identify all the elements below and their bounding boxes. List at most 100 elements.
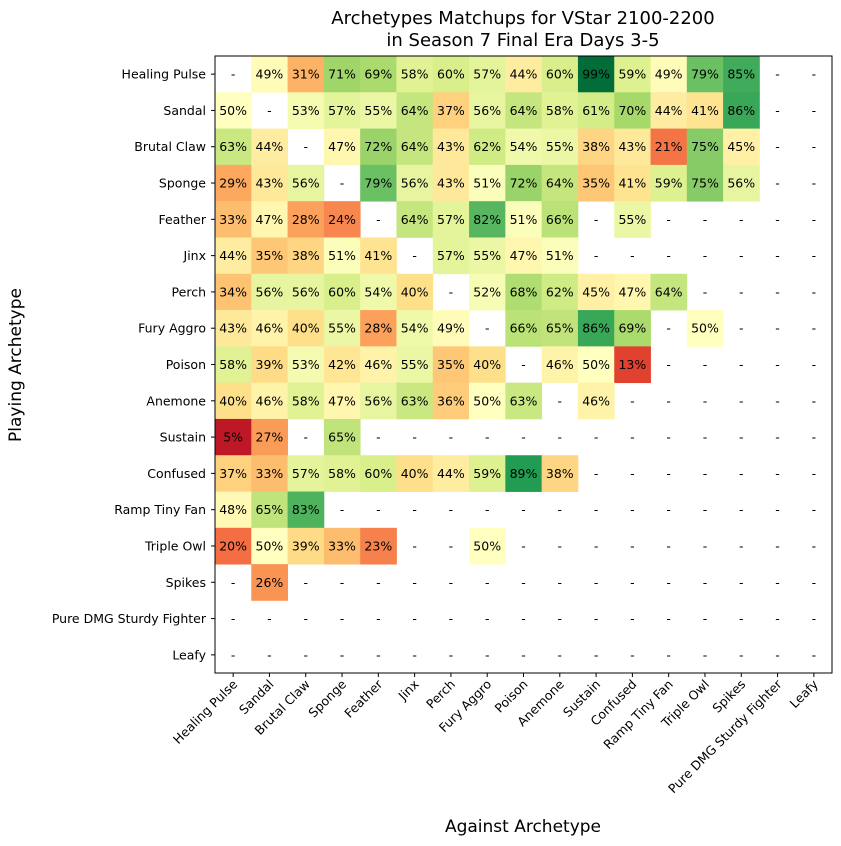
y-axis-title: Playing Archetype bbox=[6, 288, 26, 442]
heatmap-cell bbox=[505, 56, 543, 93]
heatmap-cell bbox=[287, 346, 325, 384]
heatmap-cell-label: 72% bbox=[364, 139, 392, 154]
heatmap-cell-label: 44% bbox=[510, 67, 538, 82]
heatmap-cell-label: - bbox=[666, 248, 671, 263]
heatmap-cell bbox=[469, 455, 506, 492]
heatmap-cell bbox=[251, 128, 288, 166]
x-tick-label: Jinx bbox=[395, 677, 422, 704]
heatmap-cell bbox=[215, 382, 252, 420]
heatmap-cell-label: 26% bbox=[256, 575, 284, 590]
heatmap-cell-label: - bbox=[521, 430, 526, 445]
heatmap-cell-label: - bbox=[412, 611, 417, 626]
heatmap-cell-label: - bbox=[666, 647, 671, 662]
heatmap-cell-label: - bbox=[449, 575, 454, 590]
heatmap-cell-label: 83% bbox=[292, 502, 320, 517]
y-tick-label: Jinx bbox=[183, 248, 206, 263]
heatmap-cell bbox=[323, 56, 361, 93]
heatmap-cell-label: 55% bbox=[618, 212, 646, 227]
heatmap-cell-label: - bbox=[739, 502, 744, 517]
heatmap-cell-label: 65% bbox=[256, 502, 284, 517]
heatmap-cell-label: - bbox=[703, 466, 708, 481]
heatmap-cell-label: - bbox=[594, 502, 599, 517]
heatmap-cell-label: - bbox=[485, 430, 490, 445]
heatmap-cell-label: 36% bbox=[437, 393, 465, 408]
y-tick-label: Pure DMG Sturdy Fighter bbox=[52, 611, 207, 626]
heatmap-cell-label: 56% bbox=[727, 176, 755, 191]
heatmap-cell-label: 56% bbox=[256, 284, 284, 299]
heatmap-cell bbox=[469, 92, 506, 129]
heatmap-cell bbox=[323, 92, 361, 129]
heatmap-cell bbox=[251, 273, 288, 311]
heatmap-cell-label: - bbox=[630, 538, 635, 553]
heatmap-cell-label: - bbox=[340, 611, 345, 626]
heatmap-cell-label: 47% bbox=[256, 212, 284, 227]
heatmap-cell bbox=[577, 382, 615, 420]
heatmap-cell-label: 82% bbox=[473, 212, 501, 227]
heatmap-cell-label: 55% bbox=[546, 139, 574, 154]
heatmap-cell bbox=[469, 527, 506, 565]
heatmap-cell-label: 44% bbox=[655, 103, 683, 118]
heatmap-cell-label: 64% bbox=[401, 212, 429, 227]
heatmap-cell-label: 13% bbox=[618, 357, 646, 372]
heatmap-cell bbox=[287, 56, 325, 93]
heatmap-cell bbox=[360, 56, 397, 93]
heatmap-cell-label: - bbox=[739, 284, 744, 299]
heatmap-cell bbox=[360, 273, 397, 311]
heatmap-cell bbox=[396, 310, 434, 347]
heatmap-cell bbox=[469, 56, 506, 93]
y-tick-label: Ramp Tiny Fan bbox=[114, 502, 206, 517]
heatmap-cell bbox=[215, 237, 252, 275]
heatmap-cell-label: 47% bbox=[328, 139, 356, 154]
heatmap-cell-label: - bbox=[521, 357, 526, 372]
heatmap-cell bbox=[287, 527, 325, 565]
heatmap-cell-label: 39% bbox=[292, 538, 320, 553]
heatmap-cell bbox=[360, 128, 397, 166]
heatmap-cell-label: - bbox=[630, 393, 635, 408]
heatmap-cell-label: - bbox=[485, 575, 490, 590]
heatmap-cell-label: - bbox=[666, 321, 671, 336]
heatmap-cell-label: - bbox=[485, 647, 490, 662]
heatmap-cell-label: - bbox=[703, 393, 708, 408]
heatmap-cell-label: 37% bbox=[219, 466, 247, 481]
heatmap-cell-label: - bbox=[812, 575, 817, 590]
heatmap-cell-label: 85% bbox=[727, 67, 755, 82]
y-tick-label: Feather bbox=[158, 212, 206, 227]
heatmap-cell bbox=[614, 273, 651, 311]
heatmap-cell-label: - bbox=[812, 103, 817, 118]
y-tick-label: Sponge bbox=[159, 176, 206, 191]
heatmap-cell bbox=[723, 128, 760, 166]
heatmap-cell-label: - bbox=[231, 611, 236, 626]
heatmap-cell-label: - bbox=[558, 430, 563, 445]
heatmap-cell bbox=[396, 346, 434, 384]
heatmap-cell-label: - bbox=[449, 647, 454, 662]
heatmap-cell-label: - bbox=[521, 611, 526, 626]
heatmap-cell bbox=[251, 527, 288, 565]
heatmap-cell-label: - bbox=[739, 393, 744, 408]
heatmap-cell-label: - bbox=[412, 430, 417, 445]
y-tick-label: Spikes bbox=[166, 575, 206, 590]
heatmap-cell bbox=[287, 201, 325, 238]
heatmap-cell bbox=[577, 310, 615, 347]
heatmap-cell-label: 43% bbox=[219, 321, 247, 336]
heatmap-cell-label: 64% bbox=[655, 284, 683, 299]
heatmap-cell-label: 64% bbox=[401, 139, 429, 154]
heatmap-cell-label: - bbox=[666, 611, 671, 626]
heatmap-cell bbox=[215, 455, 252, 492]
heatmap-cell-label: 42% bbox=[328, 357, 356, 372]
heatmap-cell bbox=[577, 92, 615, 129]
heatmap-cell-label: - bbox=[812, 430, 817, 445]
heatmap-cell bbox=[650, 128, 688, 166]
heatmap-cell-label: - bbox=[376, 575, 381, 590]
heatmap-cell-label: 20% bbox=[219, 538, 247, 553]
heatmap-cell bbox=[251, 564, 288, 601]
heatmap-cell-label: - bbox=[521, 647, 526, 662]
heatmap-cell-label: - bbox=[376, 212, 381, 227]
heatmap-cell-label: - bbox=[812, 321, 817, 336]
heatmap-cell-label: 54% bbox=[510, 139, 538, 154]
heatmap-cell bbox=[396, 455, 434, 492]
heatmap-cell-label: 89% bbox=[510, 466, 538, 481]
heatmap-cell-label: 54% bbox=[401, 321, 429, 336]
heatmap-cell bbox=[251, 56, 288, 93]
heatmap-cell bbox=[215, 128, 252, 166]
